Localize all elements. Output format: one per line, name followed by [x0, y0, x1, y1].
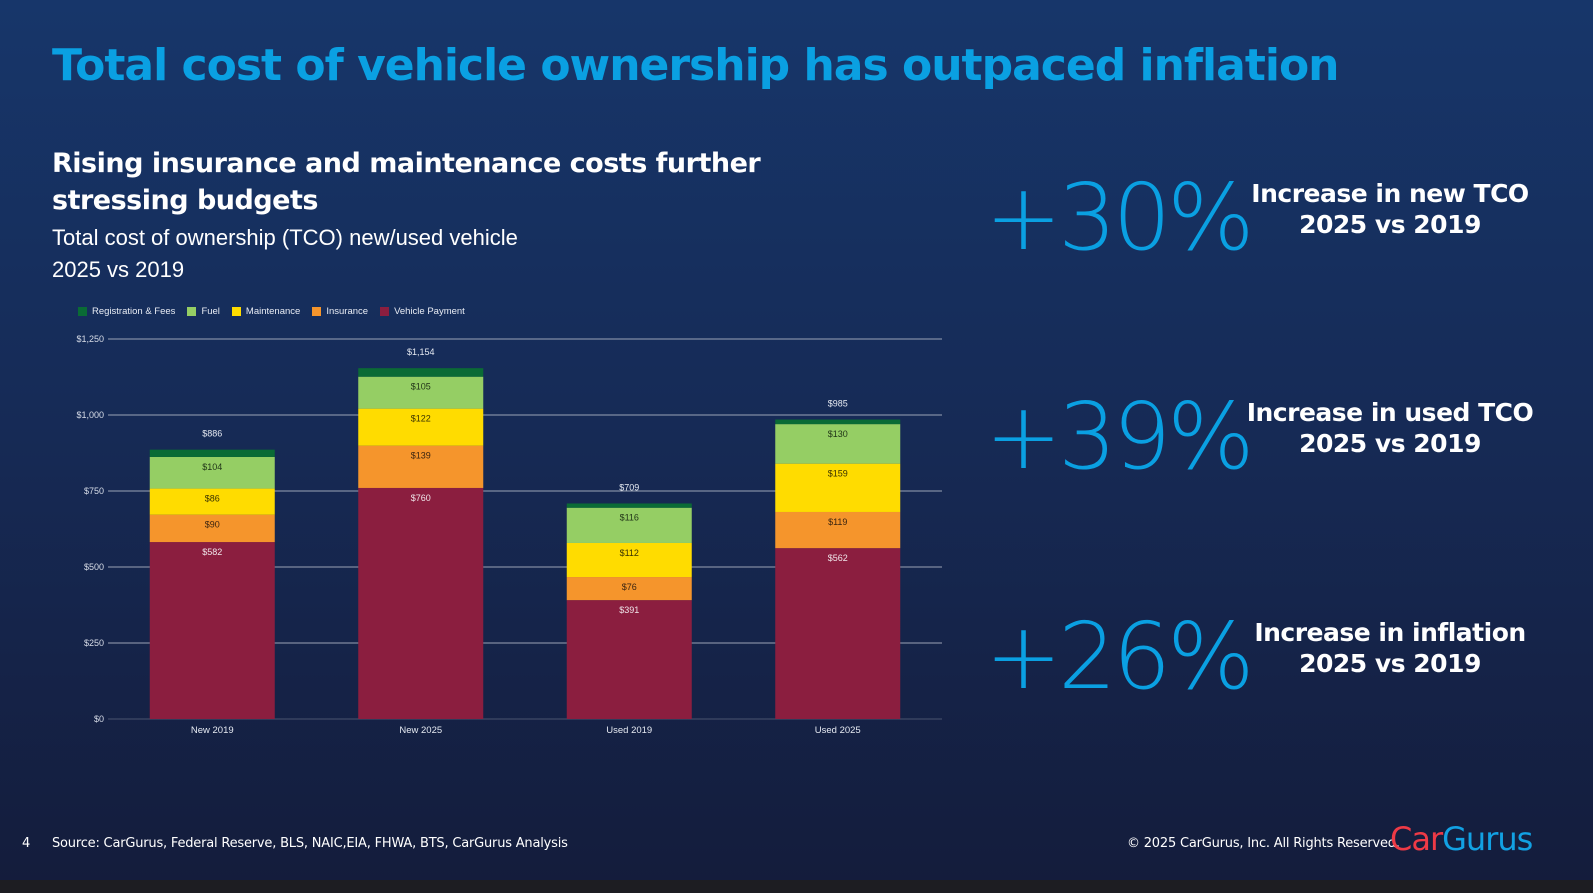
bar-segment	[358, 368, 484, 377]
legend-item-maintenance: Maintenance	[231, 306, 301, 317]
x-tick-label: Used 2025	[815, 725, 861, 736]
stat-label: Increase in used TCO 2025 vs 2019	[1240, 397, 1540, 459]
y-tick-label: $750	[84, 486, 104, 496]
chart-description: Total cost of ownership (TCO) new/used v…	[52, 222, 518, 286]
bar-segment	[149, 456, 275, 489]
bar-segment	[566, 577, 692, 601]
bar-segment	[775, 511, 901, 549]
x-tick-label: New 2025	[399, 725, 442, 736]
segment-data-label: $391	[619, 605, 639, 615]
segment-data-label: $159	[828, 469, 848, 479]
bar-segment	[775, 463, 901, 512]
stat-new-tco: +30% Increase in new TCO 2025 vs 2019	[985, 168, 1545, 268]
stat-label: Increase in new TCO 2025 vs 2019	[1240, 178, 1540, 240]
chart-legend: Registration & Fees Fuel Maintenance Ins…	[78, 306, 465, 317]
slide-subtitle: Rising insurance and maintenance costs f…	[52, 148, 761, 216]
segment-data-label: $112	[620, 548, 639, 558]
segment-data-label: $582	[202, 547, 222, 557]
legend-item-registration: Registration & Fees	[78, 306, 175, 317]
segment-data-label: $104	[202, 462, 222, 472]
bar-segment	[566, 600, 692, 719]
segment-data-label: $90	[205, 520, 220, 530]
legend-swatch	[380, 307, 390, 316]
legend-swatch	[78, 307, 87, 316]
total-data-label: $886	[202, 429, 222, 439]
y-tick-label: $250	[84, 638, 104, 648]
total-data-label: $1,154	[407, 347, 435, 357]
legend-swatch	[187, 307, 197, 316]
stat-value: +39%	[985, 383, 1255, 490]
stat-label-line2: 2025 vs 2019	[1299, 429, 1481, 458]
bar-segment	[775, 424, 901, 464]
segment-data-label: $105	[411, 382, 431, 392]
stat-label-line2: 2025 vs 2019	[1299, 649, 1481, 678]
bottom-strip	[0, 880, 1593, 893]
bar-segment	[566, 503, 692, 508]
legend-label: Vehicle Payment	[394, 306, 465, 317]
stacked-bar-chart: $0 $250 $500 $750 $1,000 $1,250 $582 $90 $86 $104…	[76, 334, 942, 736]
stat-label-line1: Increase in inflation	[1254, 618, 1526, 647]
bar-segment	[775, 548, 901, 719]
bar-segment	[566, 542, 692, 578]
bar-segment	[358, 487, 484, 719]
logo-gurus-text: Gurus	[1442, 820, 1533, 858]
logo-car-text: Car	[1390, 820, 1443, 858]
bar-segment	[358, 376, 484, 409]
page-number: 4	[22, 836, 31, 851]
y-tick-label: $1,250	[76, 334, 104, 344]
stat-label-line2: 2025 vs 2019	[1299, 210, 1481, 239]
stat-label-line1: Increase in used TCO	[1246, 398, 1534, 427]
x-tick-label: Used 2019	[606, 725, 652, 736]
y-tick-label: $1,000	[76, 410, 104, 420]
segment-data-label: $122	[411, 414, 431, 424]
total-data-label: $985	[828, 399, 848, 409]
bar-segment	[149, 514, 275, 543]
chart-description-line1: Total cost of ownership (TCO) new/used v…	[52, 225, 518, 250]
legend-item-fuel: Fuel	[187, 306, 220, 317]
bar-segment	[775, 419, 901, 425]
legend-label: Registration & Fees	[92, 306, 176, 317]
stat-value: +26%	[985, 603, 1255, 710]
segment-data-label: $116	[620, 513, 639, 523]
x-tick-label: New 2019	[191, 725, 234, 736]
bar-segment	[149, 542, 275, 719]
chart-description-line2: 2025 vs 2019	[52, 257, 185, 282]
legend-item-insurance: Insurance	[312, 306, 368, 317]
copyright: © 2025 CarGurus, Inc. All Rights Reserve…	[1127, 836, 1400, 851]
y-tick-label: $0	[94, 714, 104, 724]
segment-data-label: $86	[205, 494, 220, 504]
legend-label: Maintenance	[245, 306, 301, 317]
bar-segment	[358, 408, 484, 446]
stat-label-line1: Increase in new TCO	[1251, 179, 1529, 208]
bar-segment	[566, 507, 692, 543]
legend-swatch	[231, 307, 241, 316]
bar-segment	[149, 488, 275, 515]
legend-item-vehicle-payment: Vehicle Payment	[380, 306, 465, 317]
bar-segment	[358, 445, 484, 488]
y-tick-label: $500	[84, 562, 104, 572]
legend-label: Insurance	[326, 306, 369, 317]
cargurus-logo: CarGurus	[1390, 820, 1533, 858]
stat-value: +30%	[985, 164, 1255, 271]
segment-data-label: $119	[828, 517, 847, 527]
stat-inflation: +26% Increase in inflation 2025 vs 2019	[985, 607, 1545, 707]
stat-label: Increase in inflation 2025 vs 2019	[1240, 617, 1540, 679]
segment-data-label: $76	[622, 582, 637, 592]
stat-used-tco: +39% Increase in used TCO 2025 vs 2019	[985, 387, 1545, 487]
segment-data-label: $760	[411, 493, 431, 503]
source-note: Source: CarGurus, Federal Reserve, BLS, …	[52, 836, 568, 851]
segment-data-label: $139	[411, 451, 431, 461]
segment-data-label: $562	[828, 553, 848, 563]
total-data-label: $709	[619, 482, 639, 492]
segment-data-label: $130	[828, 429, 848, 439]
legend-swatch	[312, 307, 322, 316]
slide-title: Total cost of vehicle ownership has outp…	[52, 40, 1339, 91]
legend-label: Fuel	[201, 306, 220, 317]
bar-segment	[149, 449, 275, 457]
